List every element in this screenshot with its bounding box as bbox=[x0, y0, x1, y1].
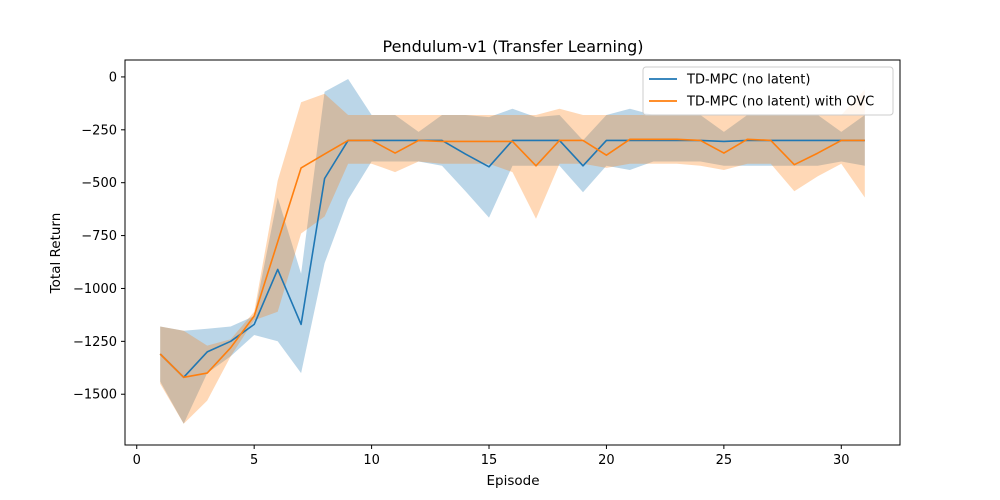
confidence-band-series-1 bbox=[160, 79, 865, 424]
chart-title: Pendulum-v1 (Transfer Learning) bbox=[383, 37, 644, 56]
y-tick-label: −1500 bbox=[73, 388, 117, 403]
legend: TD-MPC (no latent) TD-MPC (no latent) wit… bbox=[642, 66, 894, 116]
y-tick-label: −250 bbox=[81, 123, 117, 138]
confidence-band-series-2 bbox=[160, 89, 865, 424]
x-tick-label: 5 bbox=[250, 453, 258, 468]
y-tick-label: −750 bbox=[81, 229, 117, 244]
x-tick-label: 10 bbox=[363, 453, 380, 468]
confidence-bands bbox=[160, 79, 865, 424]
y-tick-label: −1000 bbox=[73, 282, 117, 297]
y-tick-label: −1250 bbox=[73, 335, 117, 350]
x-tick-label: 0 bbox=[133, 453, 141, 468]
plot-area-frame bbox=[124, 59, 901, 446]
legend-label-series-1: TD-MPC (no latent) bbox=[686, 73, 810, 88]
x-tick-label: 15 bbox=[481, 453, 498, 468]
x-tick-label: 20 bbox=[598, 453, 615, 468]
x-tick-label: 25 bbox=[716, 453, 733, 468]
y-axis-title: Total Return bbox=[48, 213, 64, 295]
legend-label-series-2: TD-MPC (no latent) with OVC bbox=[686, 95, 874, 110]
series-lines bbox=[159, 138, 865, 379]
x-axis-title: Episode bbox=[486, 473, 539, 489]
y-tick-label: −500 bbox=[81, 176, 117, 191]
y-axis: 0 −250 −500 −750 −1000 −1250 −1500 bbox=[73, 70, 125, 403]
x-tick-label: 30 bbox=[833, 453, 850, 468]
legend-box bbox=[642, 66, 894, 116]
x-axis: 0 5 10 15 20 25 30 bbox=[133, 445, 850, 468]
y-tick-label: 0 bbox=[109, 70, 117, 85]
series-line-2 bbox=[159, 138, 865, 379]
series-line-1 bbox=[159, 139, 865, 379]
